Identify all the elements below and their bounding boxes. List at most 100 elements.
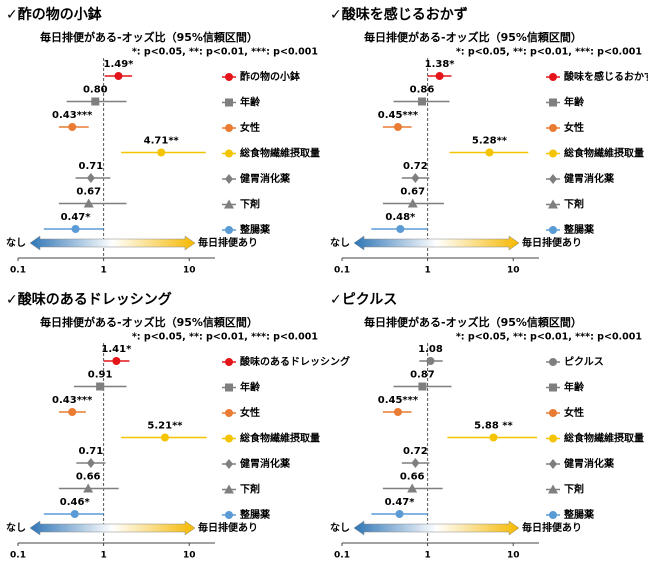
legend-label: 整腸薬: [239, 223, 271, 236]
point: [426, 357, 435, 365]
legend-marker: [549, 174, 557, 184]
legend-marker: [225, 174, 233, 184]
value-label: 0.45***: [378, 110, 419, 121]
legend-label: 酸味を感じるおかず: [564, 70, 648, 83]
direction-arrow: [29, 520, 196, 536]
legend-label: 健胃消化薬: [240, 457, 291, 470]
legend-label: 女性: [564, 406, 584, 419]
x-tick-label: 10: [507, 551, 520, 561]
legend-label: 下剤: [564, 198, 584, 211]
legend-label: 健胃消化薬: [240, 172, 291, 185]
legend-marker: [224, 484, 234, 494]
value-label: 1.08: [418, 344, 443, 355]
point: [71, 225, 80, 233]
x-tick-label: 0.1: [334, 266, 350, 276]
legend-marker: [225, 98, 233, 107]
value-label: 0.72: [403, 446, 428, 457]
subtitle: 毎日排便がある-オッズ比（95%信頼区間）: [364, 315, 582, 329]
x-tick-label: 10: [507, 266, 520, 276]
arrow-right-label: 毎日排便あり: [522, 521, 582, 534]
panel-title: ✓酸味のあるドレッシング: [6, 291, 172, 308]
panel-title: ✓酢の物の小鉢: [6, 6, 103, 23]
point: [91, 97, 100, 106]
legend-label: 女性: [240, 406, 260, 419]
legend-marker: [549, 73, 557, 81]
x-tick-label: 0.1: [10, 266, 26, 276]
legend-label: 整腸薬: [563, 508, 595, 521]
legend-marker: [548, 199, 558, 209]
x-tick-label: 1: [100, 266, 106, 276]
legend-label: 女性: [240, 121, 260, 134]
legend-label: 下剤: [240, 198, 260, 211]
point: [70, 510, 79, 518]
note: *: p<0.05, **: p<0.01, ***: p<0.001: [132, 47, 318, 58]
legend-label: 酸味のあるドレッシング: [240, 355, 350, 368]
value-label: 1.49*: [103, 59, 134, 70]
direction-arrow: [353, 235, 520, 251]
value-label: 0.43***: [52, 110, 93, 121]
legend-label: 年齢: [564, 96, 585, 109]
legend-label: 健胃消化薬: [564, 457, 615, 470]
value-label: 0.71: [79, 161, 104, 172]
arrow-right-label: 毎日排便あり: [198, 521, 258, 534]
value-label: 0.67: [400, 187, 425, 198]
point: [393, 408, 402, 416]
legend-marker: [549, 383, 557, 392]
point: [112, 357, 121, 365]
legend-label: 整腸薬: [239, 508, 271, 521]
direction-arrow: [353, 520, 520, 536]
panel-title: ✓ピクルス: [330, 292, 397, 308]
legend-marker: [225, 383, 233, 392]
point: [68, 123, 77, 131]
point: [418, 97, 427, 106]
legend-marker: [549, 98, 557, 107]
point: [411, 173, 420, 183]
panel-title: ✓酸味を感じるおかず: [330, 6, 468, 23]
point: [160, 433, 169, 442]
legend-label: ピクルス: [564, 356, 604, 368]
direction-arrow: [29, 235, 196, 251]
value-label: 0.66: [76, 472, 101, 483]
value-label: 5.28**: [472, 136, 508, 147]
x-tick-label: 0.1: [10, 551, 26, 561]
value-label: 0.87: [410, 370, 435, 381]
legend-marker: [549, 149, 557, 158]
legend-label: 健胃消化薬: [564, 172, 615, 185]
point: [157, 148, 166, 157]
point: [395, 510, 404, 518]
point: [489, 433, 498, 442]
x-tick-label: 1: [424, 551, 430, 561]
point: [407, 198, 418, 208]
value-label: 4.71**: [144, 136, 180, 147]
legend-marker: [225, 434, 233, 443]
legend-marker: [549, 124, 557, 132]
legend-marker: [225, 358, 233, 366]
legend-marker: [549, 459, 557, 469]
arrow-left-label: なし: [330, 237, 350, 249]
legend-marker: [225, 511, 233, 519]
legend-label: 女性: [564, 121, 584, 134]
point: [114, 72, 123, 80]
subtitle: 毎日排便がある-オッズ比（95%信頼区間）: [40, 315, 258, 329]
value-label: 0.46*: [60, 497, 91, 508]
arrow-left-label: なし: [6, 237, 26, 249]
legend-label: 総食物繊維摂取量: [564, 432, 644, 445]
legend-label: 酢の物の小鉢: [240, 70, 301, 83]
value-label: 0.45***: [378, 395, 419, 406]
legend-label: 年齢: [240, 96, 261, 109]
legend-marker: [225, 124, 233, 132]
legend-label: 総食物繊維摂取量: [240, 432, 320, 445]
value-label: 0.48*: [385, 212, 416, 223]
legend-marker: [225, 73, 233, 81]
value-label: 0.72: [403, 161, 428, 172]
arrow-right-label: 毎日排便あり: [522, 236, 582, 249]
point: [83, 198, 94, 208]
legend-marker: [225, 226, 233, 234]
value-label: 0.47*: [61, 212, 92, 223]
point: [83, 483, 94, 493]
legend-label: 総食物繊維摂取量: [240, 147, 320, 160]
value-label: 1.41*: [101, 344, 132, 355]
legend-marker: [225, 409, 233, 417]
point: [411, 458, 420, 468]
